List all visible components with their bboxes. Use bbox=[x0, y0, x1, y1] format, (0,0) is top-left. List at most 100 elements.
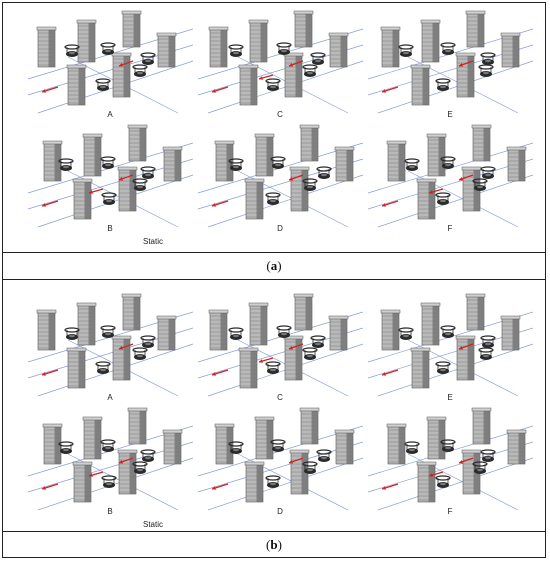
motion-arrow bbox=[41, 86, 59, 93]
pillar bbox=[471, 407, 492, 445]
pillar bbox=[117, 166, 138, 212]
guide-line bbox=[207, 174, 364, 228]
robot bbox=[398, 44, 414, 57]
panel-b-illustration: A C E B Static D F bbox=[27, 293, 534, 529]
scene: D bbox=[197, 124, 364, 233]
pillar bbox=[426, 416, 447, 460]
motion-arrow bbox=[211, 369, 229, 376]
guide-line bbox=[207, 457, 364, 511]
pillar bbox=[42, 423, 63, 465]
scene-label: A bbox=[107, 393, 113, 402]
pillar bbox=[72, 461, 93, 503]
pillar bbox=[283, 335, 304, 381]
motion-arrow bbox=[288, 343, 304, 350]
robot bbox=[480, 166, 496, 179]
guide-line bbox=[367, 158, 534, 210]
robot bbox=[435, 361, 451, 374]
robot bbox=[100, 325, 116, 338]
caption-a: (a) bbox=[266, 258, 282, 273]
motion-arrow bbox=[381, 483, 399, 490]
robot bbox=[302, 347, 318, 360]
robot bbox=[265, 192, 281, 205]
scene-label: E bbox=[447, 110, 452, 119]
robot bbox=[310, 52, 326, 65]
motion-arrow bbox=[118, 60, 134, 67]
pillar bbox=[72, 178, 93, 220]
robot bbox=[440, 42, 456, 55]
robot bbox=[95, 78, 111, 91]
robot bbox=[276, 42, 292, 55]
robot bbox=[132, 461, 148, 474]
robot bbox=[228, 158, 244, 171]
guide-line bbox=[197, 441, 364, 493]
robot bbox=[100, 439, 116, 452]
pillar bbox=[506, 429, 527, 465]
scene-label: C bbox=[277, 110, 283, 119]
robot bbox=[404, 441, 420, 454]
pillar bbox=[111, 335, 132, 381]
pillar bbox=[500, 32, 521, 68]
caption-b: (b) bbox=[266, 537, 282, 552]
pillar bbox=[162, 429, 183, 465]
pillar bbox=[127, 124, 148, 162]
pillar bbox=[238, 64, 259, 106]
scene: A bbox=[27, 293, 194, 402]
pillar bbox=[426, 133, 447, 177]
robot bbox=[140, 52, 156, 65]
pillar bbox=[248, 302, 269, 346]
pillar bbox=[36, 26, 57, 68]
robot bbox=[480, 449, 496, 462]
pillar bbox=[76, 302, 97, 346]
robot bbox=[58, 158, 74, 171]
guide-line bbox=[197, 158, 364, 210]
pillar bbox=[66, 347, 87, 389]
motion-arrow bbox=[381, 200, 399, 207]
robot bbox=[316, 449, 332, 462]
robot bbox=[472, 461, 488, 474]
robot bbox=[435, 475, 451, 488]
scene-note: Static bbox=[143, 520, 163, 529]
robot bbox=[440, 156, 456, 169]
pillar bbox=[66, 64, 87, 106]
pillar bbox=[410, 64, 431, 106]
pillar bbox=[506, 146, 527, 182]
robot bbox=[132, 347, 148, 360]
motion-arrow bbox=[258, 357, 274, 363]
figure: A C E B Static D F (a) A C E B Static D F (b) bbox=[2, 2, 546, 558]
pillar bbox=[293, 10, 314, 48]
caption-b-letter: b bbox=[270, 537, 278, 552]
pillar bbox=[299, 124, 320, 162]
pillar bbox=[293, 293, 314, 331]
pillar bbox=[283, 52, 304, 98]
scene: F bbox=[367, 407, 534, 516]
pillar bbox=[244, 461, 265, 503]
pillar bbox=[465, 10, 486, 48]
scene: E bbox=[367, 293, 534, 402]
motion-arrow bbox=[88, 188, 104, 194]
robot bbox=[480, 52, 496, 65]
pillar bbox=[471, 124, 492, 162]
pillar bbox=[380, 309, 401, 351]
pillar bbox=[76, 19, 97, 63]
robot bbox=[101, 192, 117, 205]
robot bbox=[58, 441, 74, 454]
pillar bbox=[328, 32, 349, 68]
guide-line bbox=[377, 457, 534, 511]
pillar bbox=[299, 407, 320, 445]
guide-line bbox=[37, 174, 194, 228]
robot bbox=[100, 156, 116, 169]
robot bbox=[140, 335, 156, 348]
pillar bbox=[156, 315, 177, 351]
robot bbox=[265, 78, 281, 91]
robot bbox=[228, 44, 244, 57]
motion-arrow bbox=[428, 188, 444, 194]
pillar bbox=[208, 309, 229, 351]
pillar bbox=[386, 140, 407, 182]
robot bbox=[228, 327, 244, 340]
robot bbox=[440, 325, 456, 338]
pillar bbox=[156, 32, 177, 68]
scene: F bbox=[367, 124, 534, 233]
motion-arrow bbox=[41, 483, 59, 490]
divider bbox=[3, 279, 545, 280]
scene-label: E bbox=[447, 393, 452, 402]
